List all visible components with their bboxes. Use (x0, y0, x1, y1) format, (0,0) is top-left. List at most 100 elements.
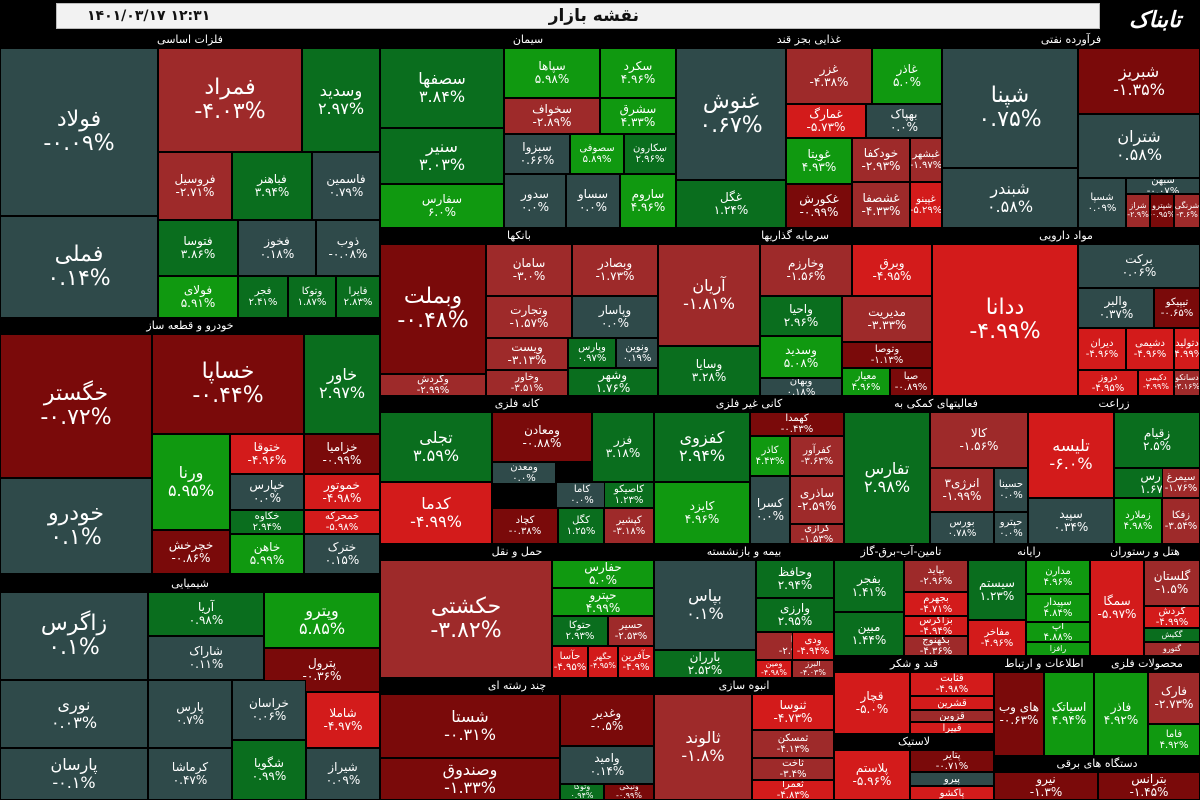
stock-tile[interactable]: وبصادر -۱.۷۳% (572, 244, 658, 296)
stock-tile[interactable]: پاکشو (910, 786, 994, 800)
stock-tile[interactable]: خساپا -۰.۴۴% (152, 334, 304, 434)
stock-tile[interactable]: سفارس ۶.۰% (380, 184, 504, 228)
stock-tile[interactable]: کگل ۱.۲۵% (558, 508, 604, 544)
stock-tile[interactable]: شستا -۰.۳۱% (380, 694, 560, 758)
stock-tile[interactable]: حگهر -۴.۹۵% (588, 646, 618, 678)
stock-tile[interactable]: وسایا ۳.۲۸% (658, 346, 760, 396)
stock-tile[interactable]: وپارس ۰.۹۷% (568, 338, 616, 368)
stock-tile[interactable]: ومعادن -۰.۸۸% (492, 412, 592, 462)
stock-tile[interactable]: حکشتی -۳.۸۲% (380, 560, 552, 678)
stock-tile[interactable]: مدیریت -۳.۳۳% (842, 296, 932, 342)
stock-tile[interactable]: شبندر ۰.۵۸% (942, 168, 1078, 228)
stock-tile[interactable]: ختوقا -۴.۹۶% (230, 434, 304, 474)
stock-tile[interactable]: ونیکی -۰.۹۹% (604, 784, 654, 800)
stock-tile[interactable]: خگستر -۰.۷۲% (0, 334, 152, 478)
stock-tile[interactable]: کفرآور -۳.۶۳% (790, 436, 844, 476)
stock-tile[interactable]: ثمسکن -۴.۱۳% (752, 730, 834, 758)
stock-tile[interactable]: حتوکا ۲.۹۳% (552, 616, 608, 646)
stock-tile[interactable]: کسرا ۰.۰% (750, 476, 790, 544)
stock-tile[interactable]: بورس ۰.۷۸% (930, 512, 994, 544)
stock-tile[interactable]: زفکا -۳.۵۴% (1162, 498, 1200, 544)
stock-tile[interactable]: گکیش (1144, 628, 1200, 642)
stock-tile[interactable]: خمحرکه -۵.۹۸% (304, 510, 380, 534)
stock-tile[interactable]: ومعدن ۰.۰% (492, 462, 556, 484)
sector-title[interactable]: زراعت (1028, 396, 1200, 412)
stock-tile[interactable]: غمارگ -۵.۷۳% (786, 104, 866, 138)
stock-tile[interactable]: وحافظ ۲.۹۴% (756, 560, 834, 598)
stock-tile[interactable]: فایرا ۲.۸۳% (336, 276, 380, 318)
stock-tile[interactable]: کاذر ۴.۴۳% (750, 436, 790, 476)
sector-title[interactable]: فرآورده نفتی (942, 32, 1200, 48)
stock-tile[interactable]: بجهرم -۴.۷۱% (904, 592, 968, 616)
stock-tile[interactable]: کفزوی ۲.۹۴% (654, 412, 750, 482)
stock-tile[interactable]: شسپا ۰.۰۹% (1078, 178, 1126, 228)
stock-tile[interactable]: ساروم ۴.۹۶% (620, 174, 676, 228)
sector-title[interactable]: بیمه و بازنشسته (654, 544, 834, 560)
stock-tile[interactable]: قزوین (910, 710, 994, 722)
stock-tile[interactable]: فاذر ۴.۹۲% (1094, 672, 1148, 756)
stock-tile[interactable]: مدارن ۴.۹۶% (1026, 560, 1090, 594)
stock-tile[interactable]: وخاور -۳.۵۱% (486, 370, 568, 396)
stock-tile[interactable]: شپنا ۰.۷۵% (942, 48, 1078, 168)
stock-tile[interactable]: وارزی ۲.۹۵% (756, 598, 834, 632)
stock-tile[interactable]: وبهان ۰.۱۸% (760, 378, 842, 396)
stock-tile[interactable]: بفجر ۱.۴۱% (834, 560, 904, 612)
stock-tile[interactable]: آپ ۴.۸۸% (1026, 622, 1090, 642)
stock-tile[interactable]: شبهن -۰.۰۷% (1126, 178, 1200, 194)
stock-tile[interactable]: ودی -۴.۹۴% (792, 632, 834, 660)
sector-title[interactable]: بانکها (380, 228, 658, 244)
stock-tile[interactable]: کاصیکو ۱.۲۳% (604, 482, 654, 508)
stock-tile[interactable]: قپیرا (910, 722, 994, 734)
stock-tile[interactable]: پارسان -۰.۱% (0, 748, 148, 800)
sector-title[interactable]: تامین-آب-برق-گاز (834, 544, 968, 560)
stock-tile[interactable]: خاهن ۵.۹۹% (230, 534, 304, 574)
stock-tile[interactable]: خراسان ۰.۰۶% (232, 680, 306, 740)
stock-tile[interactable]: فاما ۴.۹۲% (1148, 724, 1200, 756)
stock-tile[interactable]: شاملا -۴.۹۷% (306, 692, 380, 748)
stock-tile[interactable]: فملی ۰.۱۴% (0, 216, 158, 318)
stock-tile[interactable]: گتورو (1144, 642, 1200, 656)
stock-tile[interactable]: دشیمی -۴.۹۶% (1126, 328, 1174, 370)
stock-tile[interactable]: فولای ۵.۹۱% (158, 276, 238, 318)
sector-title[interactable]: کانه فلزی (380, 396, 654, 412)
stock-tile[interactable]: ورنا ۵.۹۵% (152, 434, 230, 530)
stock-tile[interactable]: رافزا (1026, 642, 1090, 656)
stock-tile[interactable]: وتوکا ۰.۹۴% (560, 784, 604, 800)
stock-tile[interactable]: شتران ۰.۵۸% (1078, 114, 1200, 178)
stock-tile[interactable]: حآسا -۴.۹۵% (552, 646, 588, 678)
stock-tile[interactable]: کرازی -۱.۵۳% (790, 524, 844, 544)
stock-tile[interactable]: حآفرین -۴.۹% (618, 646, 654, 678)
stock-tile[interactable]: وتوکا ۱.۸۷% (288, 276, 336, 318)
stock-tile[interactable]: شپترو -۰.۹۵% (1150, 194, 1174, 228)
stock-tile[interactable]: حسینا ۰.۰% (994, 468, 1028, 512)
stock-tile[interactable]: کایزد ۴.۹۶% (654, 482, 750, 544)
stock-tile[interactable]: سصفها ۳.۸۴% (380, 48, 504, 128)
stock-tile[interactable]: فمراد -۴.۰۳% (158, 48, 302, 152)
stock-tile[interactable]: وپترو ۵.۸۵% (264, 592, 380, 648)
stock-tile[interactable]: زاگرس ۰.۱% (0, 592, 148, 680)
stock-tile[interactable]: کرماشا ۰.۴۷% (148, 748, 232, 800)
sector-title[interactable]: محصولات فلزی (1094, 656, 1200, 672)
stock-tile[interactable]: سساو ۰.۰% (566, 174, 620, 228)
stock-tile[interactable]: خپارس ۰.۰% (230, 474, 304, 510)
stock-tile[interactable]: وگردش -۲.۹۹% (380, 374, 486, 396)
stock-tile[interactable]: سبزوا ۰.۶۶% (504, 134, 570, 174)
stock-tile[interactable]: غویتا ۴.۹۳% (786, 138, 852, 184)
stock-tile[interactable]: دسانکو -۳.۱۶% (1174, 370, 1200, 396)
stock-tile[interactable]: غنوش ۰.۶۷% (676, 48, 786, 180)
sector-title[interactable]: قند و شکر (834, 656, 994, 672)
stock-tile[interactable]: برکت ۰.۰۶% (1078, 244, 1200, 288)
stock-tile[interactable]: سپید ۰.۳۴% (1028, 498, 1114, 544)
stock-tile[interactable]: مبین ۱.۴۴% (834, 612, 904, 656)
stock-tile[interactable]: وشهر ۱.۷۶% (568, 368, 658, 396)
stock-tile[interactable]: تیپیکو -۰.۶۵% (1154, 288, 1200, 328)
stock-tile[interactable]: زقیام ۲.۵% (1114, 412, 1200, 468)
stock-tile[interactable]: خودکفا -۲.۹۳% (852, 138, 910, 182)
stock-tile[interactable]: البرز -۴.۰۳% (792, 660, 834, 678)
stock-tile[interactable]: گلستان -۱.۵% (1144, 560, 1200, 606)
stock-tile[interactable]: کالا -۱.۵۶% (930, 412, 1028, 468)
stock-tile[interactable]: فروسیل -۲.۷۱% (158, 152, 232, 220)
stock-tile[interactable]: خودرو ۰.۱% (0, 478, 152, 574)
stock-tile[interactable]: ثاخت -۳.۴% (752, 758, 834, 780)
stock-tile[interactable]: شرنگی -۳.۶% (1174, 194, 1200, 228)
